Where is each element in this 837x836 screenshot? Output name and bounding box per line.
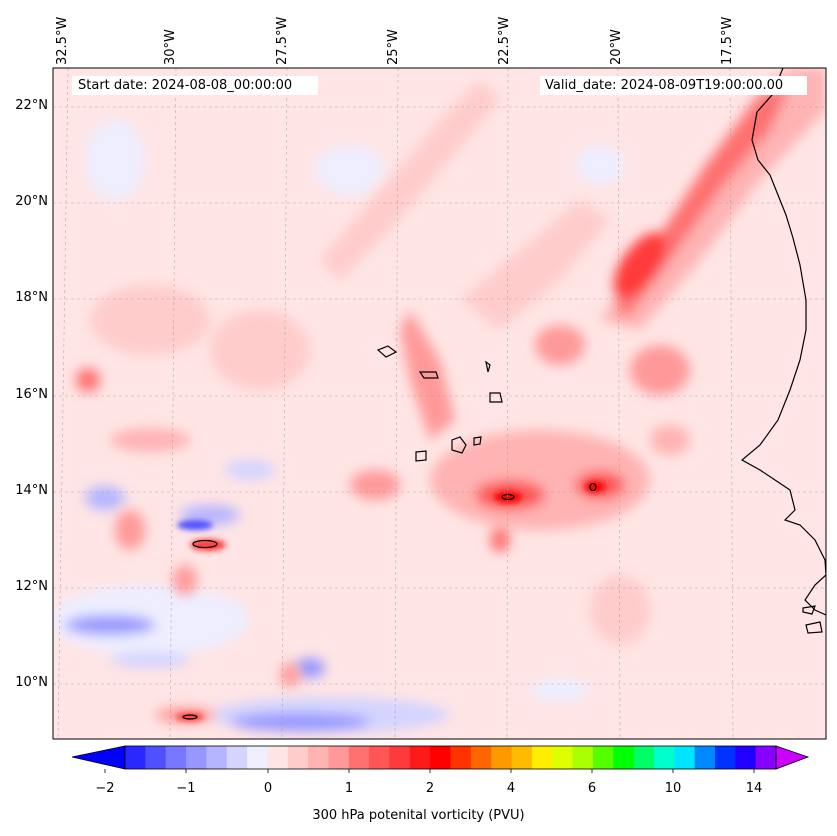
colorbar-tick-label: 0 — [263, 781, 273, 796]
map-frame — [52, 67, 827, 740]
lat-label: 12°N — [15, 579, 48, 594]
colorbar-cell — [409, 746, 431, 769]
colorbar-cell — [267, 746, 289, 769]
lon-label: 27.5°W — [275, 16, 290, 65]
colorbar-cell — [165, 746, 187, 769]
colorbar — [71, 745, 810, 773]
lon-label: 17.5°W — [720, 16, 735, 65]
colorbar-tick-label: 1 — [344, 781, 354, 796]
colorbar-cell — [694, 746, 716, 769]
colorbar-frame — [124, 745, 777, 770]
colorbar-cell — [470, 746, 492, 769]
gridlines — [53, 68, 826, 739]
colorbar-cell — [633, 746, 655, 769]
colorbar-tick-label: 14 — [745, 781, 763, 796]
coastlines — [376, 68, 826, 634]
colorbar-tick-label: 10 — [664, 781, 682, 796]
colorbar-cell — [328, 746, 350, 769]
colorbar-cell — [613, 746, 635, 769]
lat-label: 10°N — [15, 675, 48, 690]
colorbar-cell — [572, 746, 594, 769]
colorbar-tick-label: 2 — [425, 781, 435, 796]
colorbar-cell — [287, 746, 309, 769]
pv-contours — [182, 482, 597, 720]
colorbar-cell — [206, 746, 228, 769]
lon-label: 32.5°W — [55, 16, 70, 65]
pv-cores — [176, 481, 605, 721]
pv-field — [53, 68, 826, 739]
lat-label: 14°N — [15, 483, 48, 498]
lat-label: 22°N — [15, 98, 48, 113]
valid-date-label: Valid_date: 2024-08-09T19:00:00.00 — [540, 76, 807, 95]
colorbar-cell — [511, 746, 533, 769]
colorbar-cell — [145, 746, 167, 769]
colorbar-cell — [308, 746, 329, 769]
lon-label: 22.5°W — [497, 16, 512, 65]
colorbar-tick-label: 6 — [587, 781, 597, 796]
colorbar-cell — [369, 746, 390, 769]
colorbar-cell — [389, 746, 411, 769]
colorbar-tick-label: −1 — [176, 781, 196, 796]
colorbar-cell — [186, 746, 207, 769]
lat-label: 16°N — [15, 387, 48, 402]
colorbar-cell — [430, 746, 451, 769]
colorbar-label: 300 hPa potenital vorticity (PVU) — [312, 808, 525, 823]
colorbar-cell — [755, 746, 777, 769]
colorbar-cell — [592, 746, 614, 769]
colorbar-cell — [674, 746, 696, 769]
colorbar-cell — [653, 746, 675, 769]
lat-label: 20°N — [15, 194, 48, 209]
positive-pv-areas — [76, 68, 826, 723]
colorbar-max-extend — [775, 745, 810, 770]
colorbar-cell — [491, 746, 513, 769]
colorbar-tick-label: −2 — [95, 781, 115, 796]
colorbar-cell — [125, 746, 146, 769]
colorbar-cell — [552, 746, 574, 769]
colorbar-cell — [450, 746, 472, 769]
lon-label: 25°W — [386, 29, 401, 65]
lat-label: 18°N — [15, 290, 48, 305]
lon-label: 20°W — [609, 29, 624, 65]
start-date-label: Start date: 2024-08-08_00:00:00 — [72, 76, 318, 95]
colorbar-cell — [348, 746, 370, 769]
colorbar-cell — [226, 746, 248, 769]
colorbar-cell — [714, 746, 736, 769]
colorbar-min-extend — [71, 745, 126, 770]
colorbar-ticks — [104, 769, 755, 773]
colorbar-cell — [735, 746, 757, 769]
colorbar-cell — [531, 746, 553, 769]
colorbar-cell — [247, 746, 268, 769]
lon-label: 30°W — [163, 29, 178, 65]
colorbar-tick-label: 4 — [506, 781, 516, 796]
